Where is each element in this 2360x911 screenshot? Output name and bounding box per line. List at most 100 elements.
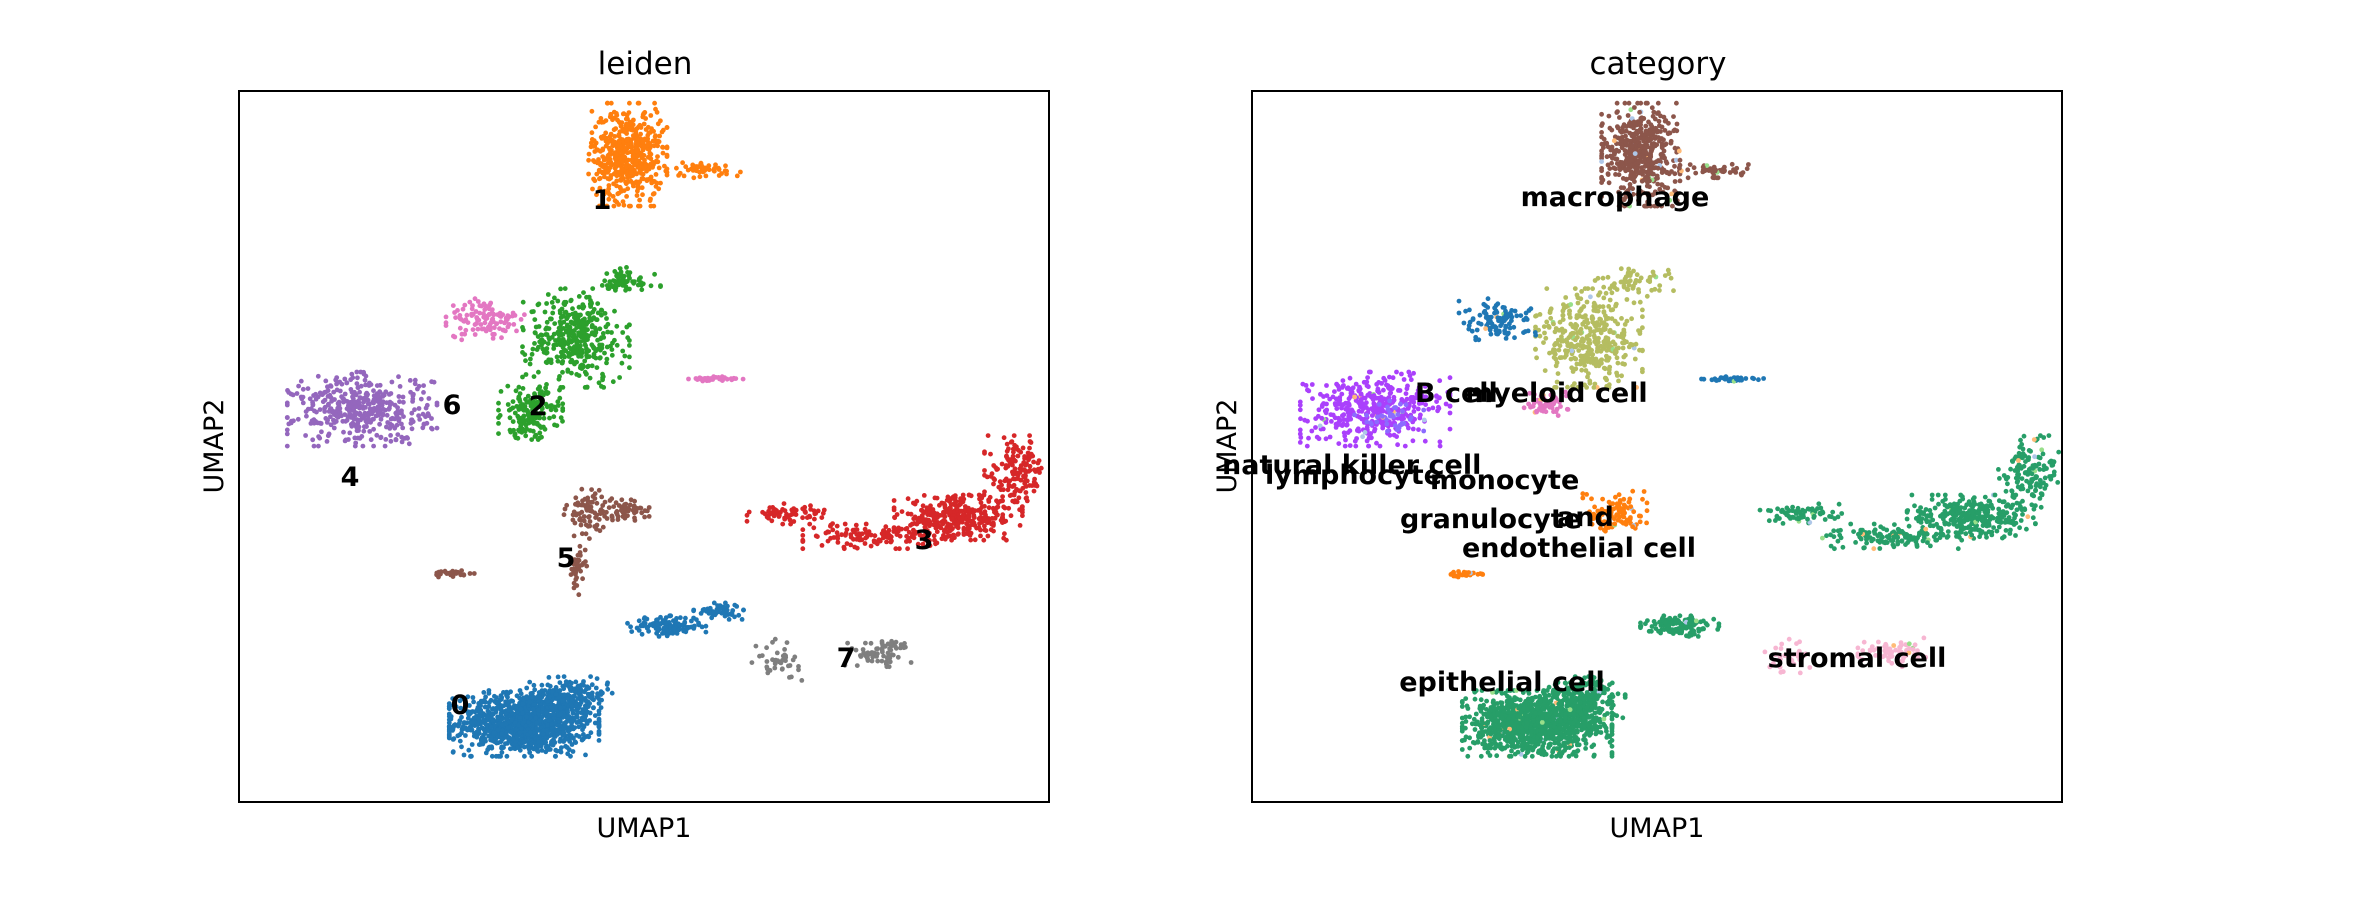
leiden-point xyxy=(409,426,415,432)
category-point xyxy=(1588,728,1594,734)
leiden-group-5 xyxy=(434,486,652,598)
leiden-point xyxy=(468,753,473,759)
leiden-point xyxy=(401,414,406,419)
leiden-point xyxy=(459,337,465,343)
leiden-point xyxy=(575,552,581,558)
leiden-point xyxy=(347,430,353,436)
leiden-point xyxy=(531,374,537,379)
leiden-point xyxy=(574,562,580,567)
leiden-point xyxy=(554,354,560,360)
leiden-point xyxy=(597,528,603,534)
leiden-point xyxy=(591,158,596,163)
leiden-point xyxy=(848,534,854,540)
leiden-point xyxy=(572,715,578,721)
leiden-point xyxy=(349,371,355,377)
leiden-point xyxy=(1027,483,1032,488)
leiden-point xyxy=(574,340,580,346)
leiden-point xyxy=(646,514,652,519)
leiden-point xyxy=(459,744,464,750)
leiden-point xyxy=(501,690,506,695)
leiden-point xyxy=(484,728,490,733)
leiden-point xyxy=(775,658,780,663)
leiden-point xyxy=(393,437,399,442)
leiden-point xyxy=(609,347,615,352)
leiden-point xyxy=(860,647,866,652)
leiden-point xyxy=(971,515,977,520)
leiden-point xyxy=(874,654,879,659)
leiden-point xyxy=(531,309,536,314)
leiden-point xyxy=(990,521,996,527)
leiden-point xyxy=(353,404,359,410)
leiden-point xyxy=(322,404,328,410)
leiden-point xyxy=(615,274,620,280)
leiden-point xyxy=(783,655,789,660)
leiden-point xyxy=(618,122,624,128)
leiden-point xyxy=(543,350,549,356)
leiden-point xyxy=(521,744,527,750)
leiden-point xyxy=(318,421,324,426)
leiden-point xyxy=(360,443,366,449)
leiden-point xyxy=(544,319,550,325)
leiden-point xyxy=(611,203,617,209)
leiden-point xyxy=(1027,433,1032,438)
leiden-point xyxy=(574,372,580,377)
leiden-point xyxy=(536,369,541,375)
leiden-point xyxy=(558,415,564,421)
leiden-point xyxy=(533,715,538,721)
leiden-point xyxy=(691,175,697,181)
leiden-point xyxy=(371,400,376,406)
leiden-point xyxy=(557,680,563,685)
leiden-point xyxy=(893,546,899,552)
leiden-point xyxy=(619,497,625,503)
leiden-point xyxy=(738,169,743,175)
leiden-point xyxy=(664,152,670,158)
leiden-point xyxy=(352,443,358,449)
leiden-point xyxy=(982,472,987,478)
leiden-point xyxy=(633,509,639,515)
leiden-point xyxy=(608,173,614,178)
leiden-point xyxy=(552,422,557,428)
leiden-point xyxy=(935,515,940,520)
leiden-point xyxy=(539,434,544,440)
leiden-point xyxy=(901,643,907,649)
leiden-point xyxy=(596,711,602,717)
leiden-point xyxy=(684,626,690,631)
leiden-point xyxy=(515,722,521,728)
leiden-point xyxy=(494,695,499,700)
leiden-point xyxy=(767,505,773,511)
leiden-group-3 xyxy=(744,433,1044,552)
leiden-point xyxy=(584,563,590,569)
leiden-point xyxy=(533,432,539,438)
leiden-point xyxy=(310,401,316,407)
leiden-point xyxy=(477,303,483,309)
leiden-point xyxy=(630,133,636,139)
leiden-point xyxy=(284,443,290,449)
leiden-point xyxy=(488,697,494,703)
leiden-point xyxy=(520,350,525,355)
leiden-point xyxy=(555,674,561,680)
leiden-point xyxy=(620,330,626,335)
leiden-point xyxy=(544,301,549,306)
leiden-point xyxy=(540,705,545,711)
leiden-point xyxy=(327,392,333,398)
leiden-point xyxy=(637,164,642,170)
leiden-point xyxy=(637,197,642,203)
leiden-point xyxy=(643,127,649,132)
leiden-point xyxy=(895,654,901,660)
leiden-point xyxy=(925,507,930,513)
leiden-point xyxy=(584,321,590,326)
category-point xyxy=(1540,706,1546,712)
leiden-point xyxy=(434,425,440,431)
category-point xyxy=(1472,727,1478,732)
leiden-point xyxy=(891,498,897,503)
leiden-point xyxy=(638,125,644,130)
leiden-point xyxy=(424,402,430,408)
leiden-point xyxy=(989,471,995,477)
leiden-point xyxy=(550,712,556,717)
leiden-point xyxy=(904,526,910,531)
leiden-point xyxy=(305,386,311,391)
leiden-point xyxy=(648,283,654,289)
leiden-point xyxy=(620,150,626,156)
leiden-point xyxy=(558,332,564,338)
